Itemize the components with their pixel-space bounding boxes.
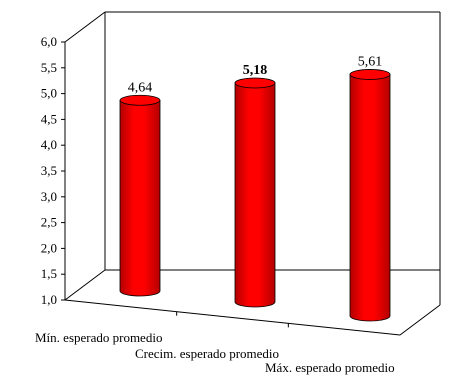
x-axis-line [64, 299, 401, 336]
bar-cylinder-top [119, 94, 161, 106]
bar-cylinder-body [349, 74, 391, 322]
bar-value-label: 4,64 [128, 80, 153, 95]
x-category-label: Crecim. esperado promedio [135, 346, 279, 361]
bar-value-label: 5,18 [243, 63, 268, 78]
y-tick-label: 2,5 [41, 215, 57, 230]
y-tick-label: 4,0 [41, 137, 57, 152]
y-tick-label: 6,0 [41, 34, 57, 49]
x-category-label: Máx. esperado promedio [265, 360, 395, 375]
bar-cylinder-body [234, 82, 276, 308]
y-tick-label: 5,5 [41, 60, 57, 75]
y-tick-label: 4,5 [41, 111, 57, 126]
bar-cylinder-top [234, 77, 276, 89]
y-tick-label: 1,5 [41, 266, 57, 281]
y-tick-label: 3,0 [41, 189, 57, 204]
y-tick-label: 3,5 [41, 163, 57, 178]
y-tick-label: 2,0 [41, 240, 57, 255]
y-tick-label: 1,0 [41, 292, 57, 307]
side-wall-top-edge [64, 11, 106, 43]
floor-right-edge [399, 304, 441, 336]
bar-cylinder-body [119, 99, 161, 297]
x-category-label: Mín. esperado promedio [35, 330, 162, 345]
bar-value-label: 5,61 [358, 54, 383, 69]
y-tick-label: 5,0 [41, 86, 57, 101]
floor-left-edge [64, 269, 106, 301]
bar-cylinder-top [349, 69, 391, 80]
